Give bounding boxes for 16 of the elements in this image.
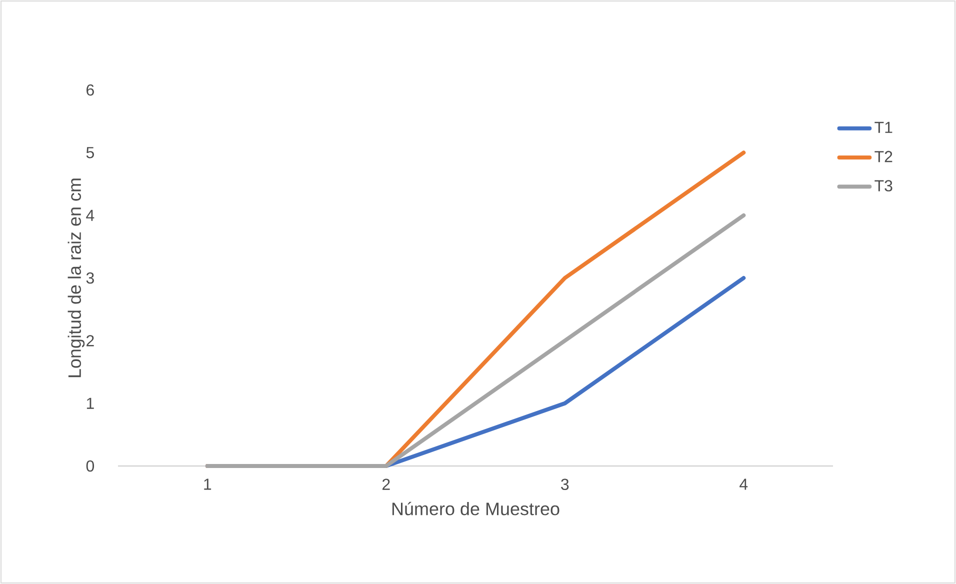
y-tick-label: 0: [86, 460, 94, 472]
x-tick-label: 2: [382, 478, 390, 490]
y-tick-label: 3: [86, 272, 94, 284]
legend-label: T3: [874, 180, 892, 192]
legend-label: T1: [874, 122, 892, 133]
legend-label: T2: [874, 150, 892, 162]
y-tick-label: 2: [86, 335, 94, 346]
y-tick-label: 6: [86, 84, 94, 96]
y-tick-label: 5: [86, 147, 94, 158]
x-axis-title: Número de Muestreo: [392, 502, 560, 516]
x-tick-label: 3: [561, 478, 569, 490]
x-tick-label: 4: [740, 478, 748, 490]
y-tick-label: 4: [86, 210, 94, 221]
y-tick-label: 1: [86, 398, 94, 409]
y-axis-title: Longitud de la raiz en cm: [68, 178, 85, 378]
x-tick-label: 1: [204, 478, 212, 490]
